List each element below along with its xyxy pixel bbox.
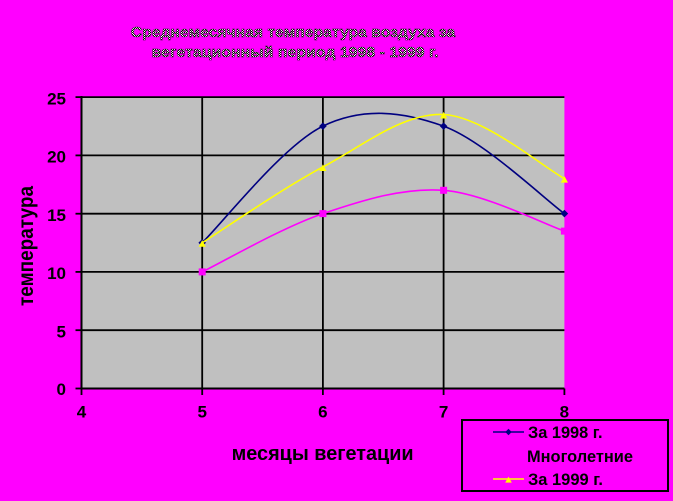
svg-text:За 1998 г.: За 1998 г. [528,423,603,442]
svg-text:6: 6 [318,403,327,422]
svg-text:8: 8 [560,403,569,422]
svg-text:За 1999 г.: За 1999 г. [528,470,603,489]
svg-text:температура: температура [15,186,38,306]
svg-text:Многолетние: Многолетние [527,447,633,466]
svg-text:Среднемесячная температура воз: Среднемесячная температура воздуха за [131,24,456,41]
svg-text:0: 0 [57,380,66,399]
svg-text:10: 10 [47,264,66,283]
svg-text:5: 5 [57,322,66,341]
svg-text:20: 20 [47,148,66,167]
svg-text:4: 4 [77,403,87,422]
svg-text:вегетационный период 1998 - 19: вегетационный период 1998 - 1999 г. [152,44,439,61]
svg-text:25: 25 [47,89,66,108]
svg-text:месяцы вегетации: месяцы вегетации [232,443,414,465]
svg-text:7: 7 [439,403,448,422]
svg-text:15: 15 [47,206,66,225]
svg-text:5: 5 [197,403,206,422]
